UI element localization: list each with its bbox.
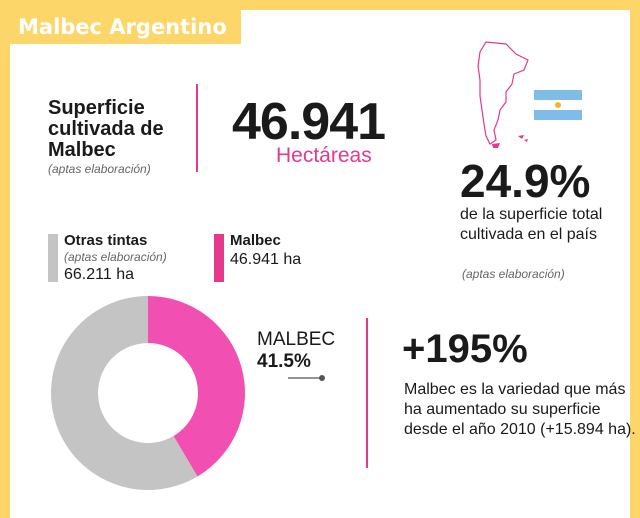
share-description: de la superficie total cultivada en el p… <box>460 206 603 243</box>
donut-annotation-percent: 41.5% <box>257 351 311 372</box>
surface-divider <box>196 84 198 172</box>
donut-slice-otras-tintas <box>50 296 198 490</box>
legend-value-otras: 66.211 ha <box>64 266 134 283</box>
growth-value: +195% <box>402 327 528 371</box>
surface-unit: Hectáreas <box>276 144 372 167</box>
surface-note: (aptas elaboración) <box>48 162 151 176</box>
legend-title-otras: Otras tintas <box>64 232 148 249</box>
argentina-flag-icon <box>534 90 582 120</box>
growth-divider <box>366 318 368 468</box>
donut-chart <box>50 296 325 490</box>
argentina-map-icon <box>477 41 529 148</box>
surface-value: 46.941 <box>232 93 386 151</box>
legend-note-otras: (aptas elaboración) <box>64 250 167 264</box>
growth-description: Malbec es la variedad que más ha aumenta… <box>404 381 636 438</box>
page-title: Malbec Argentino <box>10 10 241 44</box>
donut-slice-malbec <box>148 296 245 477</box>
legend-swatch-otras <box>48 234 58 282</box>
legend-swatch-malbec <box>214 234 224 282</box>
donut-annotation-label: MALBEC <box>257 329 336 350</box>
infographic-card: Malbec Argentino Superficie cultivada de… <box>10 10 636 518</box>
surface-label: Superficie cultivada de Malbec <box>48 97 164 161</box>
share-note: (aptas elaboración) <box>462 267 565 281</box>
legend-title-malbec: Malbec <box>230 232 281 249</box>
legend-value-malbec: 46.941 ha <box>230 251 302 268</box>
share-percent: 24.9% <box>460 155 591 207</box>
annotation-dot <box>319 375 325 381</box>
